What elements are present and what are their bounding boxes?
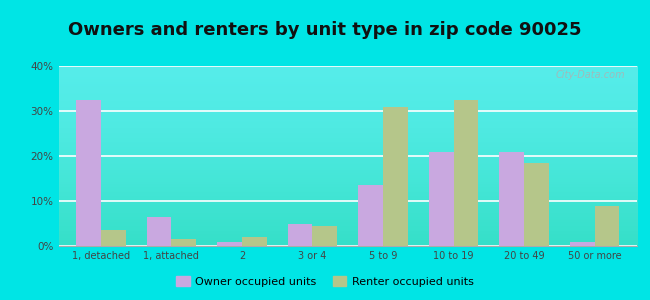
Bar <box>101 230 125 246</box>
Bar <box>147 217 172 246</box>
Bar <box>524 163 549 246</box>
Bar <box>76 100 101 246</box>
Text: City-Data.com: City-Data.com <box>556 70 625 80</box>
Bar <box>429 152 454 246</box>
Text: Owners and renters by unit type in zip code 90025: Owners and renters by unit type in zip c… <box>68 21 582 39</box>
Bar <box>172 239 196 246</box>
Bar <box>288 224 313 246</box>
Bar <box>242 237 266 246</box>
Bar <box>383 106 408 246</box>
Legend: Owner occupied units, Renter occupied units: Owner occupied units, Renter occupied un… <box>172 272 478 291</box>
Bar <box>595 206 619 246</box>
Bar <box>313 226 337 246</box>
Bar <box>217 242 242 246</box>
Bar <box>570 242 595 246</box>
Bar <box>454 100 478 246</box>
Bar <box>358 185 383 246</box>
Bar <box>499 152 524 246</box>
